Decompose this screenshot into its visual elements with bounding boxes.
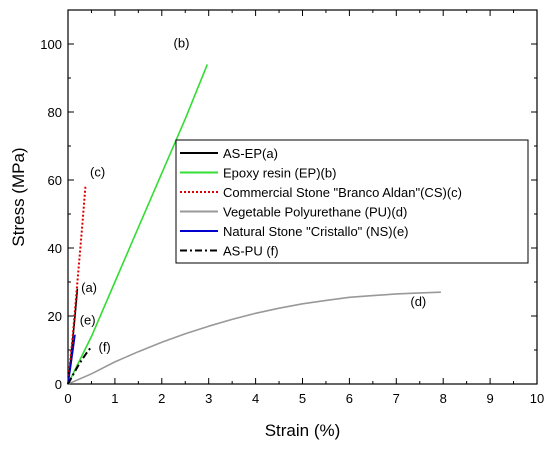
- legend-label-2: Epoxy resin (EP)(b): [223, 166, 336, 181]
- x-tick-label: 5: [299, 391, 306, 406]
- x-tick-label: 7: [393, 391, 400, 406]
- x-tick-label: 10: [530, 391, 544, 406]
- legend-label-3: Commercial Stone "Branco Aldan"(CS)(c): [223, 185, 462, 200]
- y-tick-label: 60: [48, 173, 62, 188]
- x-axis-ticks: 0 1 2 3 4 5 6 7 8 9 10: [64, 10, 544, 406]
- series-line-4: [67, 291, 441, 385]
- x-axis-title: Strain (%): [265, 421, 341, 440]
- x-tick-label: 8: [440, 391, 447, 406]
- legend-label-1: AS-EP(a): [223, 146, 278, 161]
- legend-label-6: AS-PU (f): [223, 244, 279, 259]
- curve-annotation-2: (b): [174, 35, 190, 50]
- y-tick-label: 20: [48, 309, 62, 324]
- x-tick-label: 1: [111, 391, 118, 406]
- curve-annotation-1: (a): [81, 280, 97, 295]
- series-line-2: [67, 64, 209, 385]
- y-tick-label: 0: [55, 377, 62, 392]
- annotation-layer: (a) (b) (c) (d) (e)(f): [80, 35, 427, 354]
- y-axis-title: Stress (MPa): [9, 147, 28, 246]
- legend-label-4: Vegetable Polyurethane (PU)(d): [223, 205, 407, 220]
- legend: AS-EP(a) Epoxy resin (EP)(b) Commercial St…: [175, 139, 529, 264]
- curve-annotation-6: (f): [98, 340, 110, 355]
- legend-box: [175, 139, 529, 264]
- x-tick-label: 9: [486, 391, 493, 406]
- x-tick-label: 3: [205, 391, 212, 406]
- y-tick-label: 40: [48, 241, 62, 256]
- y-axis-ticks: 0 20 40 60 80 100: [40, 9, 537, 392]
- series-line-5: [67, 334, 76, 385]
- x-tick-label: 6: [346, 391, 353, 406]
- x-tick-label: 2: [158, 391, 165, 406]
- curve-annotation-3: (c): [90, 165, 105, 180]
- legend-label-5: Natural Stone "Cristallo" (NS)(e): [223, 224, 409, 239]
- series-layer: [67, 64, 441, 385]
- curve-annotation-5: (e): [80, 313, 96, 328]
- x-tick-label: 0: [64, 391, 71, 406]
- x-tick-label: 4: [252, 391, 259, 406]
- y-tick-label: 80: [48, 105, 62, 120]
- y-tick-label: 100: [40, 37, 62, 52]
- curve-annotation-4: (d): [410, 294, 426, 309]
